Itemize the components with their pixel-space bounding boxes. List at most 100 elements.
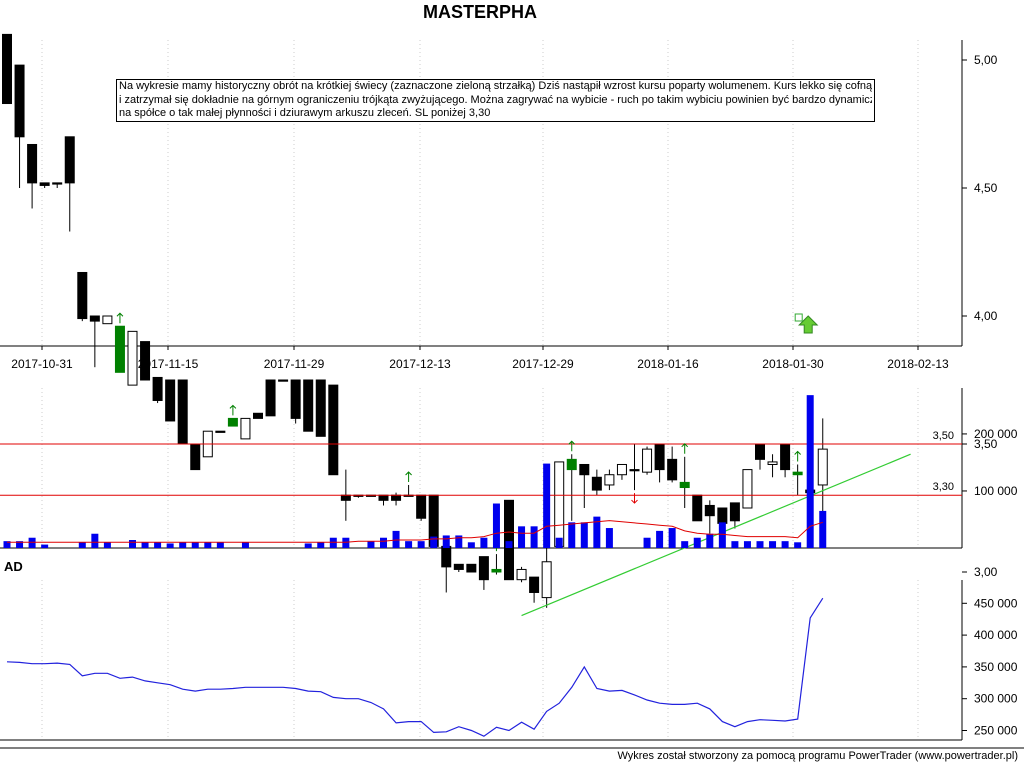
volume-bar: [91, 533, 99, 548]
breakout-marker-box: [794, 313, 803, 322]
volume-bar: [794, 542, 802, 548]
level-label: 3,50: [933, 430, 954, 442]
signal-down-arrow: [631, 493, 638, 504]
volume-bar: [806, 395, 814, 548]
level-label: 3,30: [933, 481, 954, 493]
volume-bar: [129, 540, 136, 548]
volume-average-line: [7, 520, 823, 543]
volume-bar: [681, 541, 689, 548]
candle-body: [190, 443, 201, 471]
ad-line: [6, 597, 824, 737]
candle-body: [52, 182, 63, 185]
candle-body: [491, 568, 502, 573]
candle-body: [278, 379, 289, 382]
ad-series: [6, 597, 824, 737]
candle-body: [2, 33, 12, 105]
volume-bar: [718, 522, 726, 548]
volume-bar: [392, 530, 400, 548]
candle-body: [27, 143, 38, 184]
candle-body: [792, 471, 803, 476]
candle-body: [265, 379, 276, 417]
candle-body: [290, 379, 301, 419]
volume-bar: [380, 537, 387, 548]
candle-body: [591, 476, 602, 491]
candle-body: [227, 417, 238, 427]
volume-bar: [467, 542, 475, 548]
volume-bar: [41, 544, 49, 548]
volume-y-tick-label: 100 000: [974, 484, 1018, 498]
candle-body: [529, 576, 540, 593]
volume-bar: [518, 526, 526, 548]
volume-bar: [442, 535, 450, 548]
candle-body: [453, 563, 464, 570]
breakout-big-arrow-icon: [797, 315, 819, 334]
x-tick-label: 2017-12-29: [512, 357, 574, 371]
chart-title: MASTERPHA: [422, 2, 537, 22]
volume-bar: [216, 542, 224, 548]
volume-bar: [16, 541, 24, 548]
candle-body: [391, 494, 402, 501]
axes: 5,00 4,50 4,00 3,50 3,00 2017-10-31 2017-11-15…: [0, 40, 1024, 749]
candle-body: [742, 469, 753, 509]
volume-bar: [430, 536, 438, 548]
volume-bar: [480, 537, 488, 548]
candle-body: [240, 417, 251, 440]
volume-bar: [3, 541, 11, 548]
x-tick-label: 2018-01-16: [637, 357, 699, 371]
gridlines: [41, 40, 919, 740]
volume-bar: [417, 541, 425, 548]
candle-body: [303, 379, 314, 432]
candle-body: [315, 379, 326, 437]
candle-body: [177, 379, 188, 445]
candle-body: [39, 182, 50, 186]
x-tick-label: 2017-10-31: [11, 357, 73, 371]
candle-body: [667, 458, 678, 481]
candle-body: [253, 412, 263, 419]
candle-body: [64, 136, 75, 184]
candle-body: [466, 563, 477, 573]
candle-body: [516, 568, 527, 581]
volume-bar: [706, 533, 714, 548]
footer-credit: Wykres został stworzony za pomocą progra…: [617, 750, 1018, 762]
candle-body: [416, 494, 427, 519]
x-tick-label: 2018-01-30: [762, 357, 824, 371]
candle-body: [629, 469, 640, 472]
volume-bar: [555, 537, 563, 548]
ad-y-tick-label: 250 000: [974, 724, 1018, 738]
candle-body: [566, 458, 577, 471]
candle-body: [579, 463, 590, 476]
volume-bar: [141, 542, 149, 548]
candle-body: [340, 494, 351, 501]
volume-bar: [731, 541, 739, 548]
signal-up-arrow: [229, 404, 237, 416]
price-y-tick-label: 4,00: [974, 309, 998, 323]
volume-bar: [329, 537, 337, 548]
trend-line: [521, 453, 911, 617]
price-y-tick-label: 5,00: [974, 53, 998, 67]
signal-up-arrow: [794, 450, 802, 462]
candle-body: [692, 494, 703, 522]
volume-bar: [505, 541, 513, 548]
volume-bar: [154, 542, 162, 548]
candle-body: [604, 474, 615, 486]
annotation-line: i zatrzymał się dokładnie na górnym ogra…: [119, 93, 872, 106]
candle-body: [729, 502, 740, 522]
volume-bar: [304, 543, 312, 548]
volume-y-tick-label: 200 000: [974, 427, 1018, 441]
candle-body: [102, 315, 113, 325]
volume-bar: [668, 528, 676, 548]
annotation-line: na spółce o tak małej płynności i dziura…: [119, 107, 491, 119]
volume-bar: [819, 510, 827, 548]
candle-body: [755, 443, 765, 460]
signal-up-arrow: [405, 471, 412, 482]
candle-body: [642, 448, 653, 473]
volume-bar: [593, 516, 601, 548]
volume-bar: [543, 463, 551, 548]
candle-body: [717, 507, 728, 524]
volume-bar: [317, 542, 325, 548]
ad-y-tick-label: 300 000: [974, 692, 1018, 706]
volume-bar: [743, 541, 751, 548]
price-overlays: 3,50 3,30: [0, 312, 962, 617]
volume-bar: [693, 537, 701, 548]
